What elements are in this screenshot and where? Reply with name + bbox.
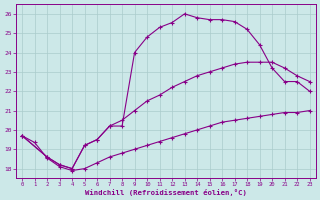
X-axis label: Windchill (Refroidissement éolien,°C): Windchill (Refroidissement éolien,°C) (85, 189, 247, 196)
